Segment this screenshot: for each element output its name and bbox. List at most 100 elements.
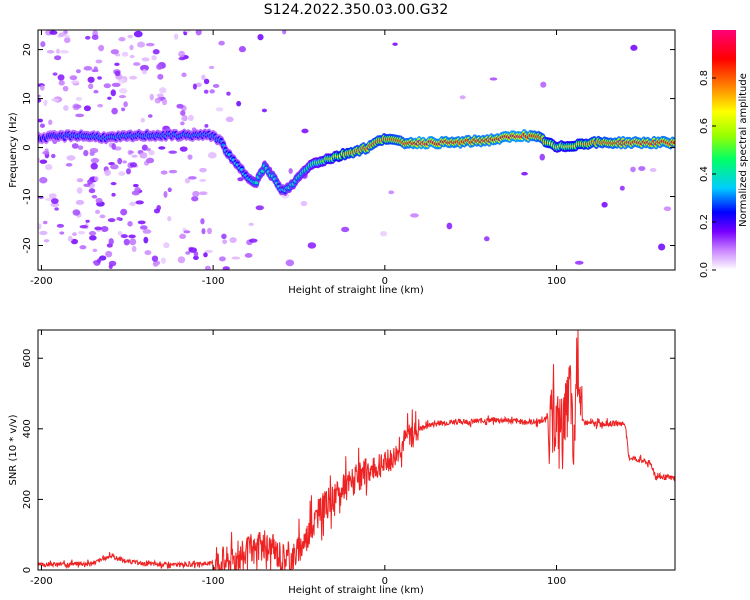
spectrogram-speckle [129, 44, 134, 51]
spectrogram-x-tick-label: -100 [202, 276, 225, 287]
spectrogram-speckle [122, 160, 127, 164]
spectrogram-speckle [95, 197, 103, 204]
spectrogram-speckle [131, 154, 138, 158]
spectrogram-speckle [141, 57, 150, 62]
spectrogram-speckle [131, 245, 137, 252]
spectrogram-speckle [118, 171, 126, 176]
spectrogram-speckle [137, 41, 146, 48]
spectrogram-speckle [39, 123, 46, 128]
spectrogram-speckle [108, 238, 114, 246]
spectrogram-speckle [180, 110, 186, 116]
spectrogram-speckle [195, 82, 202, 88]
spectrogram-speckle [51, 198, 59, 205]
spectrogram-speckle [103, 83, 111, 89]
spectrogram-speckle [121, 107, 126, 112]
spectrogram-speckle [141, 69, 148, 75]
spectrogram-speckle [163, 191, 168, 198]
spectrogram-speckle [75, 96, 83, 101]
colorbar-tick-label: 0.6 [699, 118, 710, 134]
spectrogram-speckle [140, 117, 146, 123]
spectrogram-speckle [120, 234, 128, 239]
spectrogram-marks [38, 30, 675, 270]
spectrogram-speckle [184, 177, 191, 184]
spectrogram-speckle [187, 154, 193, 160]
spectrogram-speckle [123, 238, 130, 246]
spectrogram-speckle [39, 159, 48, 164]
spectrogram-speckle [128, 150, 134, 154]
figure-title: S124.2022.350.03.00.G32 [264, 2, 449, 18]
spectrogram-speckle [96, 258, 102, 264]
snr-y-label: SNR (10 * v/v) [8, 414, 19, 485]
spectrogram-speckle [207, 227, 212, 235]
spectrogram-speckle [70, 80, 80, 84]
snr-x-tick-label: 0 [382, 576, 388, 587]
spectrogram-speckle [92, 248, 98, 253]
spectrogram-speckle [71, 143, 79, 149]
spectrogram-speckle [218, 40, 225, 46]
spectrogram-speckle [179, 146, 188, 152]
spectrogram-speckle [127, 34, 133, 39]
spectrogram-speckle [638, 166, 646, 171]
spectrogram-speckle [69, 75, 78, 81]
spectrogram-speckle [111, 192, 116, 197]
spectrogram-speckle [218, 256, 226, 262]
spectrogram-speckle [66, 155, 76, 161]
spectrogram-speckle [59, 231, 65, 235]
colorbar-ticks: 0.0 0.2 0.4 0.6 0.8 [699, 70, 716, 278]
spectrogram-speckle [300, 200, 308, 207]
spectrogram-speckle [179, 233, 187, 240]
spectrogram-speckle [111, 143, 117, 150]
spectrogram-speckle [215, 107, 224, 112]
spectrogram-speckle [64, 36, 71, 44]
spectrogram-speckle [127, 221, 133, 227]
spectrogram-speckle [392, 42, 398, 46]
spectrogram-speckle [204, 124, 209, 128]
snr-y-tick-label: 0 [22, 567, 33, 573]
spectrogram-speckle [56, 223, 65, 228]
snr-panel: -200 -100 0 100 0 200 400 600 Height of straig… [8, 329, 676, 596]
spectrogram-speckle [146, 157, 155, 164]
spectrogram-speckle [78, 230, 86, 235]
snr-y-tick-label: 400 [22, 419, 33, 438]
spectrogram-speckle [105, 250, 113, 258]
spectrogram-speckle [182, 227, 187, 232]
spectrogram-speckle [38, 98, 42, 103]
spectrogram-speckle [123, 101, 128, 108]
spectrogram-speckle [99, 214, 106, 219]
spectrogram-speckle [40, 41, 46, 48]
spectrogram-speckle [75, 199, 85, 205]
spectrogram-speckle [238, 46, 246, 53]
spectrogram-x-tick-label: 0 [382, 276, 388, 287]
spectrogram-speckle [649, 167, 657, 172]
spectrogram-speckle [282, 30, 287, 35]
spectrogram-speckle [59, 49, 69, 54]
spectrogram-speckle [97, 103, 104, 108]
spectrogram-speckle [57, 74, 65, 81]
spectrogram-speckle [145, 42, 155, 47]
spectrogram-speckle [90, 157, 100, 164]
spectrogram-speckle [663, 206, 672, 212]
spectrogram-speckle [87, 76, 95, 83]
spectrogram-speckle [176, 103, 184, 109]
spectrogram-speckle [151, 255, 159, 262]
spectrogram-speckle [301, 128, 309, 134]
spectrogram-speckle [58, 32, 66, 37]
spectrogram-speckle [489, 77, 498, 81]
snr-y-tick-label: 600 [22, 349, 33, 368]
spectrogram-speckle [185, 251, 191, 255]
spectrogram-speckle [149, 93, 154, 101]
spectrogram-speckle [307, 242, 317, 249]
spectrogram-speckle [91, 194, 98, 199]
spectrogram-speckle [107, 218, 116, 223]
spectrogram-speckle [521, 171, 528, 176]
snr-series-line [38, 330, 675, 570]
spectrogram-speckle [177, 256, 186, 264]
spectrogram-y-tick-label: -10 [22, 188, 33, 204]
spectrogram-speckle [65, 162, 73, 167]
spectrogram-speckle [148, 114, 153, 118]
spectrogram-speckle [201, 228, 206, 235]
spectrogram-speckle [380, 231, 388, 237]
spectrogram-speckle [257, 33, 264, 41]
spectrogram-speckle [139, 152, 148, 159]
spectrogram-speckle [139, 225, 148, 230]
